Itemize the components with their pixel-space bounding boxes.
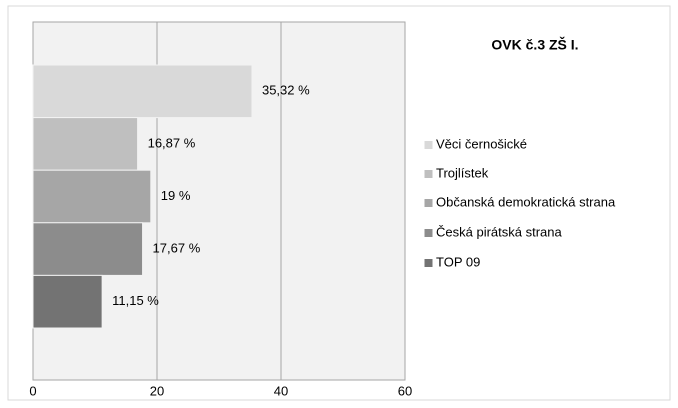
legend-swatch	[423, 140, 434, 150]
x-tick-label: 20	[150, 383, 164, 398]
data-label: 11,15 %	[112, 293, 159, 308]
legend-label: Česká pirátská strana	[436, 224, 562, 239]
bar	[32, 274, 103, 329]
bar	[32, 222, 144, 276]
legend-label: TOP 09	[436, 254, 480, 269]
x-tick-label: 40	[274, 383, 288, 398]
legend-swatch	[423, 198, 434, 208]
bar	[32, 117, 139, 171]
chart-title: OVK č.3 ZŠ I.	[491, 36, 578, 53]
data-label: 19 %	[161, 188, 191, 203]
legend-swatch	[423, 228, 434, 238]
legend-label: Trojlístek	[436, 165, 489, 180]
legend-label: Věci černošické	[436, 136, 527, 151]
data-label: 16,87 %	[148, 135, 196, 150]
x-tick-label: 0	[29, 383, 36, 398]
bar	[32, 64, 253, 119]
data-label: 17,67 %	[153, 241, 201, 256]
legend-swatch	[423, 169, 434, 179]
bar	[32, 169, 152, 224]
legend-swatch	[423, 258, 434, 268]
legend-label: Občanská demokratická strana	[436, 194, 616, 209]
data-label: 35,32 %	[262, 83, 310, 98]
x-tick-label: 60	[398, 383, 412, 398]
